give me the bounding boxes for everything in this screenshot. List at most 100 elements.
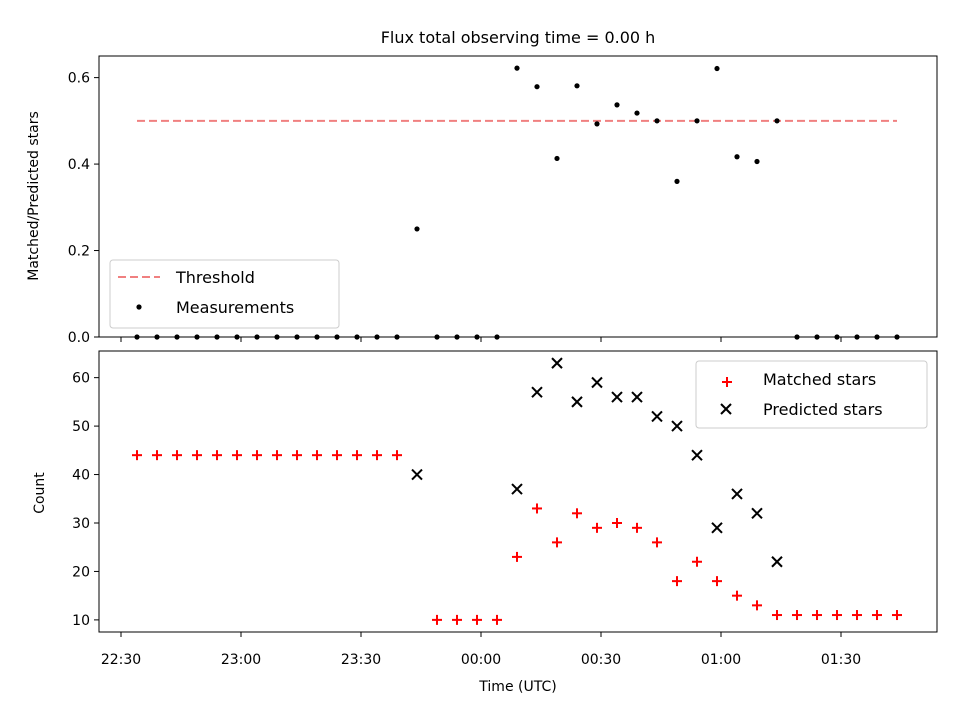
legend-threshold-label: Threshold xyxy=(175,268,255,287)
matched-star-marker xyxy=(452,614,462,625)
bottom-x-tick-label: 23:00 xyxy=(221,652,261,668)
bottom-x-tick-label: 23:30 xyxy=(341,652,381,668)
matched-star-marker xyxy=(852,610,862,621)
matched-star-marker xyxy=(512,551,522,562)
top-y-tick-label: 0.4 xyxy=(68,157,90,173)
measurement-point xyxy=(554,155,560,162)
predicted-star-marker xyxy=(591,376,603,389)
top-y-tick-label: 0.6 xyxy=(68,71,90,87)
predicted-star-marker xyxy=(671,420,683,432)
matched-star-marker xyxy=(712,576,722,587)
matched-star-marker xyxy=(252,450,262,461)
measurement-point xyxy=(714,65,720,72)
matched-star-marker xyxy=(792,610,802,621)
bottom-x-tick-label: 01:00 xyxy=(701,652,741,668)
bottom-plot-area xyxy=(132,357,902,625)
matched-star-marker xyxy=(292,450,302,461)
bottom-x-tick-label: 01:30 xyxy=(821,652,861,668)
bottom-x-tick-label: 22:30 xyxy=(101,652,141,668)
top-panel: Flux total observing time = 0.00 h Match… xyxy=(26,28,938,346)
bottom-y-tick-label: 30 xyxy=(72,516,90,532)
bottom-y-tick-label: 40 xyxy=(72,468,90,484)
top-legend-box xyxy=(109,259,340,329)
measurement-point xyxy=(754,158,760,165)
measurement-point xyxy=(574,83,580,89)
legend-predicted-swatch xyxy=(720,403,732,415)
matched-star-marker xyxy=(372,450,382,461)
matched-star-marker xyxy=(472,614,482,625)
bottom-x-ticks: 22:30 23:00 23:30 00:00 00:30 01:00 01:30 xyxy=(101,632,861,668)
bottom-axes-frame xyxy=(98,350,938,633)
bottom-y-tick-label: 50 xyxy=(72,419,90,435)
matched-star-marker xyxy=(572,508,582,519)
measurement-point xyxy=(654,118,660,124)
bottom-x-tick-label: 00:00 xyxy=(461,652,501,668)
matched-star-marker xyxy=(532,503,542,514)
predicted-star-marker xyxy=(611,391,623,403)
bottom-y-tick-label: 20 xyxy=(72,564,90,580)
matched-star-marker xyxy=(392,450,402,461)
top-y-axis-label: Matched/Predicted stars xyxy=(26,111,42,281)
measurement-point xyxy=(414,226,420,232)
predicted-star-marker xyxy=(531,386,543,398)
measurement-point xyxy=(734,154,740,160)
top-y-ticks: 0.0 0.2 0.4 0.6 xyxy=(68,71,99,346)
matched-star-marker xyxy=(352,450,362,461)
matched-star-marker xyxy=(732,590,742,601)
matched-star-marker xyxy=(492,614,502,625)
predicted-star-marker xyxy=(571,396,583,408)
bottom-y-tick-label: 10 xyxy=(72,613,90,629)
top-axes-frame xyxy=(98,55,938,338)
bottom-x-tick-label: 00:30 xyxy=(581,652,621,668)
matched-star-marker xyxy=(132,450,142,461)
legend-matched-swatch xyxy=(722,377,732,387)
matched-star-marker xyxy=(692,556,702,567)
matched-star-marker xyxy=(892,610,902,621)
matched-star-marker xyxy=(172,450,182,461)
matched-star-marker xyxy=(612,517,622,528)
matched-star-marker xyxy=(772,610,782,621)
matched-star-marker xyxy=(332,450,342,461)
top-y-tick-label: 0.0 xyxy=(68,330,90,346)
matched-star-marker xyxy=(152,450,162,461)
matched-star-marker xyxy=(272,450,282,461)
predicted-star-marker xyxy=(711,522,723,534)
matched-star-marker xyxy=(652,537,662,548)
matched-star-marker xyxy=(552,537,562,548)
matched-star-marker xyxy=(832,610,842,621)
predicted-star-marker xyxy=(551,357,563,369)
bottom-y-ticks: 10 20 30 40 50 60 xyxy=(72,371,99,629)
top-title: Flux total observing time = 0.00 h xyxy=(381,28,656,47)
measurement-point xyxy=(534,84,540,90)
bottom-legend-box xyxy=(695,360,928,429)
predicted-star-marker xyxy=(751,507,763,520)
measurement-point xyxy=(774,118,780,124)
matched-star-marker xyxy=(212,450,222,461)
matched-star-marker xyxy=(632,522,642,533)
predicted-star-marker xyxy=(691,449,703,461)
matched-star-marker xyxy=(812,610,822,621)
matched-star-marker xyxy=(592,522,602,533)
top-y-tick-label: 0.2 xyxy=(68,244,90,260)
measurement-point xyxy=(694,118,700,124)
bottom-panel: Count Time (UTC) 10 20 30 40 50 60 22:30 23:00… xyxy=(32,350,938,695)
measurement-point xyxy=(614,102,620,108)
bottom-x-axis-label: Time (UTC) xyxy=(478,679,556,695)
predicted-star-marker xyxy=(511,483,523,495)
matched-star-marker xyxy=(312,450,322,461)
matched-star-marker xyxy=(192,450,202,461)
bottom-legend: Matched stars Predicted stars xyxy=(695,360,928,429)
top-x-ticks xyxy=(120,337,842,342)
legend-measurements-label: Measurements xyxy=(176,298,294,317)
legend-measurements-swatch xyxy=(136,304,142,310)
matched-star-marker xyxy=(672,576,682,587)
matched-star-marker xyxy=(872,610,882,621)
measurement-point xyxy=(594,121,600,127)
matched-star-marker xyxy=(232,450,242,461)
measurement-point xyxy=(514,65,520,71)
bottom-y-tick-label: 60 xyxy=(72,371,90,387)
legend-matched-label: Matched stars xyxy=(763,370,876,389)
predicted-star-marker xyxy=(771,556,783,568)
predicted-star-marker xyxy=(731,488,743,500)
